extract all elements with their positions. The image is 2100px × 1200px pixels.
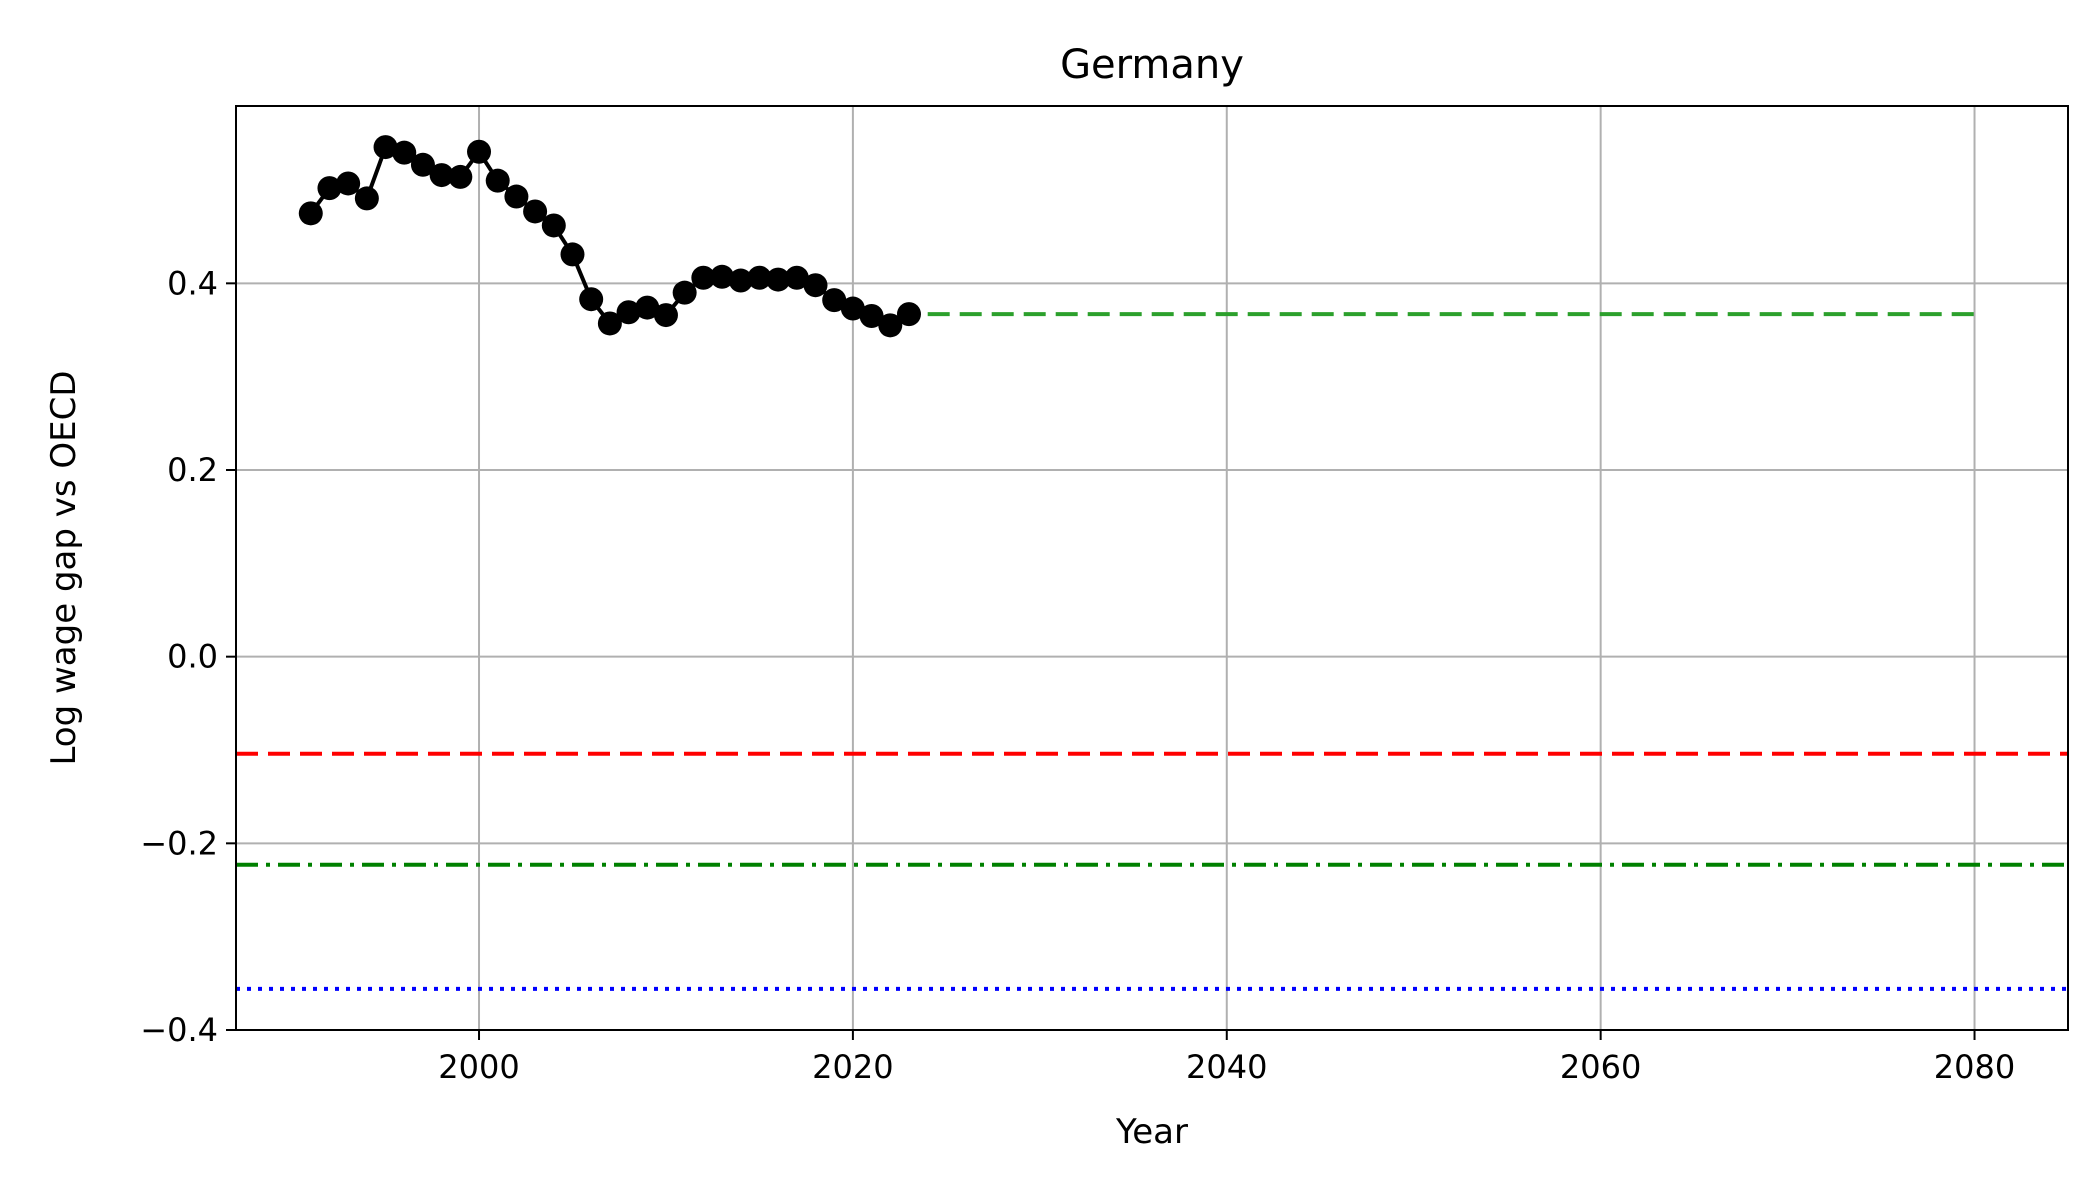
- plot-frame: [235, 105, 2069, 1031]
- series-group: [298, 135, 1975, 338]
- data-point: [878, 313, 903, 338]
- x-axis-label: Year: [1115, 1112, 1188, 1152]
- y-tick-label: 0.2: [167, 451, 218, 489]
- data-point: [784, 265, 809, 290]
- y-axis-label: Log wage gap vs OECD: [44, 370, 84, 765]
- data-point: [616, 300, 641, 325]
- x-tick-label: 2020: [812, 1048, 893, 1086]
- data-point: [635, 295, 660, 320]
- data-point: [298, 201, 323, 226]
- data-point: [504, 184, 529, 209]
- data-point: [766, 267, 791, 292]
- ticks: 2000 2020 2040 2060 2080 −0.4 −0.2 0.0 0.2 0.4: [140, 264, 2015, 1086]
- data-point: [840, 296, 865, 321]
- data-point: [354, 186, 379, 211]
- data-point: [691, 265, 716, 290]
- data-point: [710, 264, 735, 289]
- data-point: [859, 304, 884, 328]
- data-point: [672, 280, 697, 305]
- data-point: [541, 213, 566, 238]
- data-point: [448, 164, 473, 189]
- data-point: [747, 265, 772, 290]
- data-point: [429, 163, 454, 188]
- data-point: [410, 152, 435, 177]
- data-point: [597, 311, 622, 336]
- data-point: [373, 135, 398, 160]
- data-point: [317, 176, 342, 201]
- x-tick-label: 2080: [1934, 1048, 2015, 1086]
- chart-title: Germany: [1060, 42, 1244, 88]
- data-point: [728, 268, 753, 293]
- data-point: [523, 199, 548, 224]
- data-point: [336, 171, 361, 196]
- data-point: [392, 140, 417, 165]
- data-point: [560, 242, 585, 267]
- y-tick-label: 0.0: [167, 638, 218, 676]
- x-tick-label: 2060: [1560, 1048, 1641, 1086]
- data-point: [467, 139, 492, 164]
- reference-lines: [236, 751, 2068, 991]
- data-point: [822, 288, 847, 313]
- data-point: [653, 303, 678, 328]
- data-point: [579, 287, 604, 312]
- data-point: [803, 273, 828, 298]
- y-tick-label: 0.4: [167, 264, 218, 302]
- data-point: [896, 302, 921, 327]
- data-point: [485, 168, 510, 193]
- y-tick-label: −0.2: [140, 824, 218, 862]
- x-tick-label: 2040: [1186, 1048, 1267, 1086]
- y-tick-label: −0.4: [140, 1011, 218, 1049]
- x-tick-label: 2000: [438, 1048, 519, 1086]
